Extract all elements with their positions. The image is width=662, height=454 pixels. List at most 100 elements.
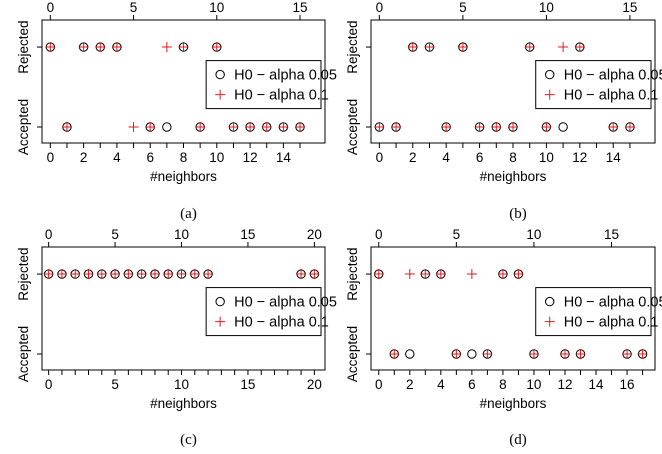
x-tick-label-top: 20 bbox=[307, 227, 322, 242]
chart-panel-3: 0 5 10 15 20 0 5 10 15 20 #neighbors Rejected Accept… bbox=[16, 227, 337, 448]
x-axis-title: #neighbors bbox=[480, 396, 547, 411]
data-point-alpha-01 bbox=[435, 269, 446, 280]
data-point-alpha-01 bbox=[407, 42, 418, 53]
legend-label: H0 − alpha 0.05 bbox=[564, 295, 662, 311]
x-tick-label-bottom: 0 bbox=[375, 377, 383, 392]
x-tick-label-bottom: 10 bbox=[174, 377, 189, 392]
data-point-alpha-01 bbox=[70, 269, 81, 280]
data-point-alpha-01 bbox=[482, 349, 493, 360]
legend-plus-icon bbox=[544, 316, 555, 327]
legend-box bbox=[535, 60, 652, 110]
x-tick-label-bottom: 2 bbox=[409, 150, 417, 165]
data-point-alpha-01 bbox=[524, 42, 535, 53]
legend: H0 − alpha 0.05 H0 − alpha 0.1 bbox=[535, 60, 662, 110]
x-tick-label-bottom: 8 bbox=[499, 377, 507, 392]
x-tick-label-bottom: 0 bbox=[376, 150, 384, 165]
legend-circle-icon bbox=[215, 296, 225, 307]
data-point-alpha-01 bbox=[574, 42, 585, 53]
data-point-alpha-01 bbox=[161, 42, 172, 53]
data-point-alpha-01 bbox=[61, 122, 72, 133]
y-tick-label-accepted: Accepted bbox=[16, 326, 31, 382]
data-point-alpha-01 bbox=[78, 42, 89, 53]
x-tick-label-bottom: 4 bbox=[437, 377, 445, 392]
data-point-alpha-005 bbox=[405, 349, 415, 359]
x-tick-label-bottom: 12 bbox=[243, 150, 258, 165]
x-tick-label-bottom: 12 bbox=[572, 150, 587, 165]
x-axis-title: #neighbors bbox=[150, 169, 217, 184]
data-point-alpha-01 bbox=[474, 122, 485, 133]
panel-caption: (a) bbox=[180, 206, 197, 222]
data-point-alpha-01 bbox=[441, 122, 452, 133]
legend-plus-icon bbox=[544, 89, 555, 100]
data-point-alpha-01 bbox=[528, 349, 539, 360]
legend-label: H0 − alpha 0.05 bbox=[564, 68, 662, 84]
legend-circle-icon bbox=[545, 296, 555, 307]
plot-frame bbox=[370, 246, 656, 371]
data-point-alpha-01 bbox=[608, 122, 619, 133]
data-point-alpha-01 bbox=[624, 122, 635, 133]
x-tick-label-top: 10 bbox=[526, 227, 541, 242]
data-point-alpha-01 bbox=[178, 42, 189, 53]
y-tick-label-rejected: Rejected bbox=[16, 247, 31, 300]
data-point-alpha-01 bbox=[466, 269, 477, 280]
x-tick-label-top: 15 bbox=[240, 227, 255, 242]
x-tick-label-bottom: 4 bbox=[113, 150, 121, 165]
data-point-alpha-01 bbox=[424, 42, 435, 53]
data-point-alpha-01 bbox=[211, 42, 222, 53]
data-point-alpha-01 bbox=[278, 122, 289, 133]
data-point-alpha-01 bbox=[83, 269, 94, 280]
data-point-alpha-01 bbox=[45, 42, 56, 53]
x-tick-label-bottom: 8 bbox=[509, 150, 517, 165]
data-point-alpha-01 bbox=[123, 269, 134, 280]
x-tick-label-bottom: 0 bbox=[45, 377, 53, 392]
data-point-alpha-01 bbox=[373, 269, 384, 280]
legend-label: H0 − alpha 0.1 bbox=[564, 88, 659, 104]
data-point-alpha-01 bbox=[491, 122, 502, 133]
x-tick-label-top: 0 bbox=[47, 0, 55, 15]
data-point-alpha-01 bbox=[245, 122, 256, 133]
data-point-alpha-01 bbox=[637, 349, 648, 360]
data-point-alpha-01 bbox=[149, 269, 160, 280]
legend-box bbox=[535, 287, 652, 337]
data-point-alpha-01 bbox=[203, 269, 214, 280]
data-point-alpha-01 bbox=[95, 42, 106, 53]
x-tick-label-top: 15 bbox=[604, 227, 619, 242]
x-tick-label-bottom: 15 bbox=[240, 377, 255, 392]
x-tick-label-bottom: 16 bbox=[620, 377, 635, 392]
data-point-alpha-01 bbox=[43, 269, 54, 280]
x-axis-title: #neighbors bbox=[150, 396, 217, 411]
panel-caption: (c) bbox=[180, 432, 197, 448]
x-tick-label-bottom: 5 bbox=[111, 377, 119, 392]
data-point-alpha-01 bbox=[195, 122, 206, 133]
x-tick-label-top: 5 bbox=[453, 227, 461, 242]
data-point-alpha-01 bbox=[295, 122, 306, 133]
legend-plus-icon bbox=[215, 89, 226, 100]
x-tick-label-bottom: 10 bbox=[539, 150, 554, 165]
x-axis-title: #neighbors bbox=[480, 169, 547, 184]
data-point-alpha-01 bbox=[309, 269, 320, 280]
chart-panel-1: 0 5 10 15 0 2 4 6 8 10 12 14 #neighbors Rejected Accep… bbox=[16, 0, 337, 222]
x-tick-label-top: 10 bbox=[209, 0, 224, 15]
x-tick-label-top: 5 bbox=[130, 0, 138, 15]
data-point-alpha-005 bbox=[558, 122, 568, 132]
x-tick-label-top: 15 bbox=[293, 0, 308, 15]
legend: H0 − alpha 0.05 H0 − alpha 0.1 bbox=[535, 287, 662, 337]
data-point-alpha-01 bbox=[163, 269, 174, 280]
data-point-alpha-01 bbox=[136, 269, 147, 280]
legend: H0 − alpha 0.05 H0 − alpha 0.1 bbox=[205, 287, 337, 337]
legend-label: H0 − alpha 0.1 bbox=[564, 315, 659, 331]
legend-label: H0 − alpha 0.05 bbox=[234, 295, 337, 311]
x-tick-label-bottom: 2 bbox=[80, 150, 88, 165]
data-point-alpha-01 bbox=[96, 269, 107, 280]
plot-frame bbox=[41, 246, 326, 371]
x-tick-label-bottom: 10 bbox=[526, 377, 541, 392]
y-tick-label-rejected: Rejected bbox=[345, 247, 360, 300]
x-tick-label-top: 0 bbox=[376, 0, 384, 15]
x-tick-label-bottom: 6 bbox=[468, 377, 476, 392]
data-point-alpha-01 bbox=[451, 349, 462, 360]
x-tick-label-top: 0 bbox=[375, 227, 383, 242]
chart-panel-4: 0 5 10 15 0 2 4 6 8 10 12 14 16 #neighbors Rejected Acc… bbox=[345, 227, 662, 448]
data-point-alpha-01 bbox=[558, 42, 569, 53]
x-tick-label-bottom: 14 bbox=[589, 377, 605, 392]
x-tick-label-top: 5 bbox=[459, 0, 467, 15]
